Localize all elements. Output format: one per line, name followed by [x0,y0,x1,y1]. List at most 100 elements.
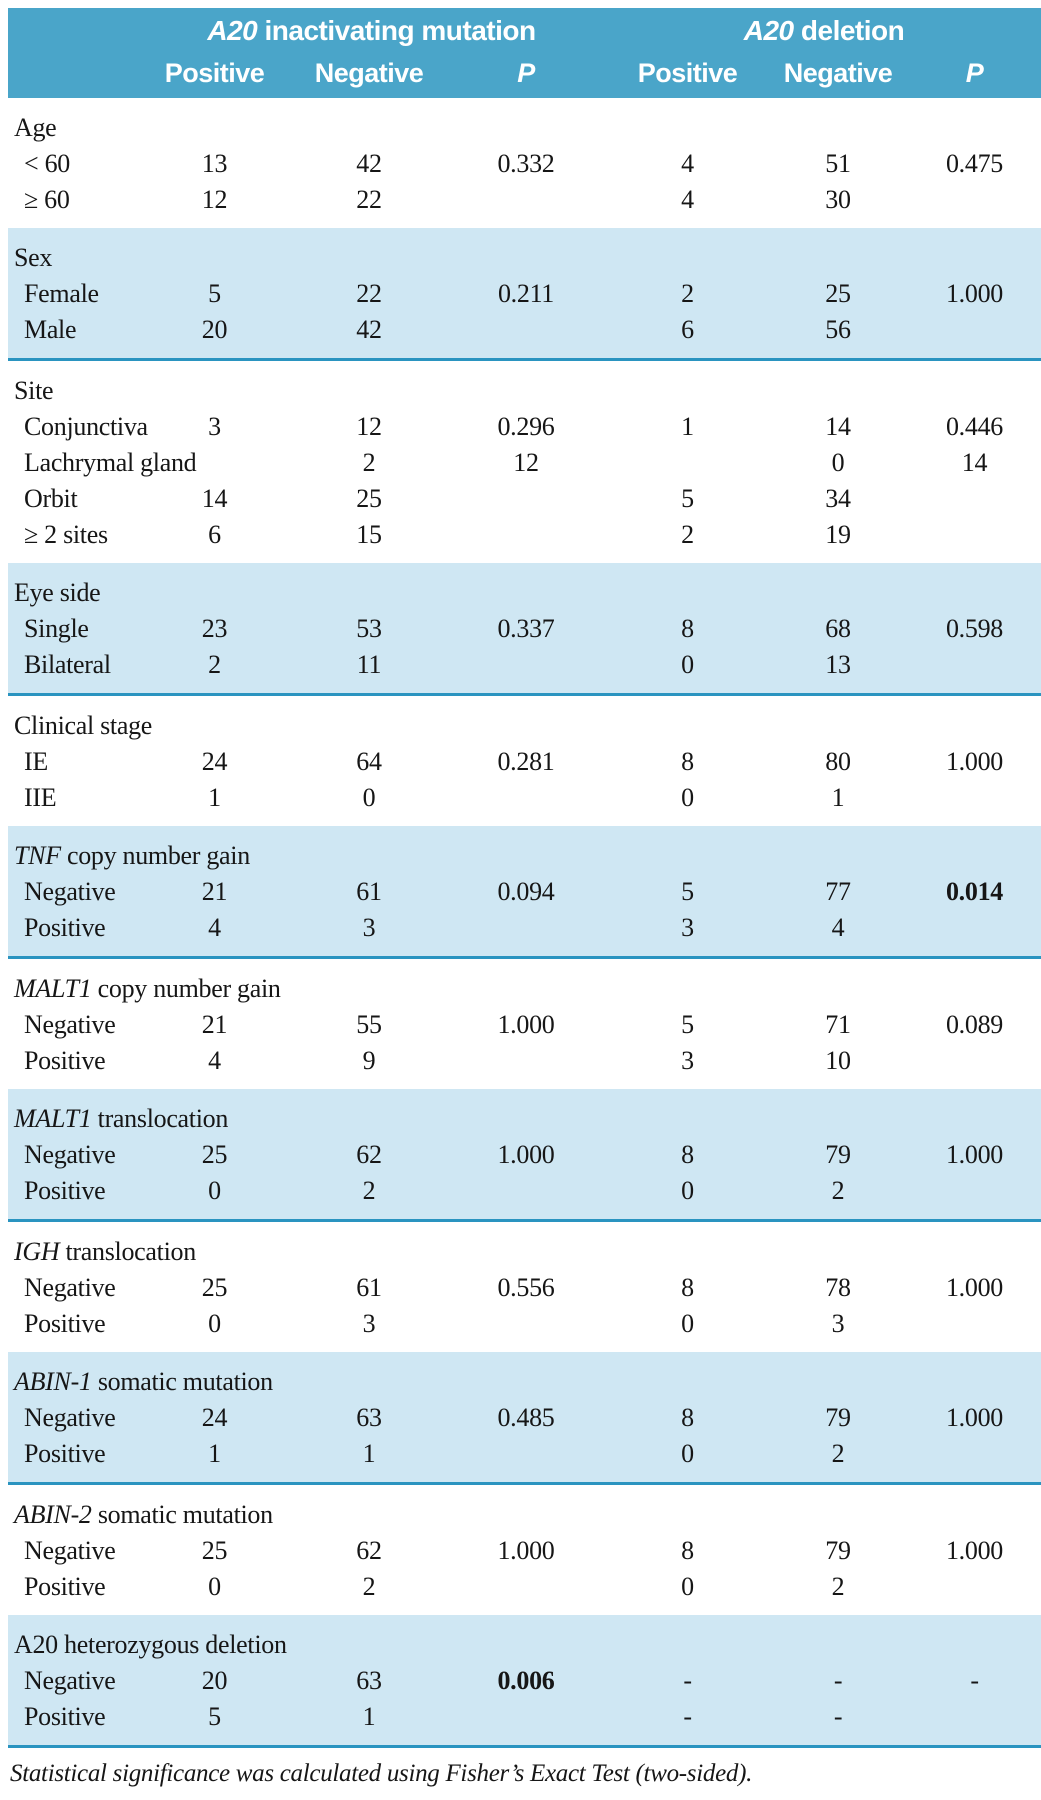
cell-positive-mutation: 0 [208,1572,221,1601]
cell-positive-deletion: - [683,1702,692,1731]
section-label-text: copy number gain [60,841,250,870]
cell-negative-deletion: 13 [825,650,851,679]
cell-positive-mutation: 1 [208,1439,221,1468]
section-label-text: somatic mutation [91,1500,273,1529]
table-row-negative: Negative 24 63 0.485 8 79 1.000 [8,1400,1041,1436]
section-label-row: Site [8,373,1041,409]
cell-p-deletion: 1.000 [945,1273,1003,1302]
table-row-2-sites: ≥ 2 sites 6 15 2 19 [8,517,1041,553]
cell-negative-mutation: 61 [356,877,382,906]
table-row-lachrymal-gland: Lachrymal gland 2 12 0 14 [8,445,1041,481]
section-label: MALT1 translocation [8,1104,228,1134]
cell-positive-mutation: 21 [201,1010,228,1039]
row-label: Positive [24,1309,106,1338]
cell-p-deletion: 0.475 [945,149,1003,178]
column-group-a20-deletion: A20 deletion [607,15,1041,47]
section-label-text: copy number gain [91,974,281,1003]
cell-negative-mutation: 2 [362,1176,376,1205]
cell-positive-mutation: 3 [208,412,221,441]
cell-negative-deletion: 2 [831,1176,845,1205]
section-clinical-stage: Clinical stage IE 24 64 0.281 8 80 1.000 IIE 1 0 0 1 [8,696,1041,826]
cell-negative-mutation: 62 [356,1140,382,1169]
cell-negative-mutation: 12 [356,412,382,441]
cell-negative-mutation: 61 [356,1273,382,1302]
cell-negative-deletion: 19 [825,520,851,549]
table-row-positive: Positive 0 3 0 3 [8,1306,1041,1342]
cell-negative-deletion: 34 [825,484,851,513]
cell-negative-mutation: 22 [356,185,382,214]
cell-negative-mutation: 2 [362,448,376,477]
section-label-text: A20 heterozygous deletion [14,1630,287,1659]
cell-negative-deletion: 0 [831,448,845,477]
row-label: Negative [24,1666,116,1695]
gene-name: ABIN-2 [14,1500,92,1529]
column-header-negative-mutation: Negative [314,57,424,88]
section-age: Age < 60 13 42 0.332 4 51 0.475 ≥ 60 12 22 4 30 [8,98,1041,228]
table-row-conjunctiva: Conjunctiva 3 12 0.296 1 14 0.446 [8,409,1041,445]
cell-positive-deletion: 0 [681,1439,694,1468]
cell-negative-mutation: 62 [356,1536,382,1565]
cell-positive-deletion: 0 [681,1176,694,1205]
section-label: A20 heterozygous deletion [8,1630,287,1660]
section-label-row: MALT1 copy number gain [8,971,1041,1007]
cell-positive-deletion: 0 [681,650,694,679]
section-label: Site [8,376,54,406]
cell-negative-mutation: 9 [362,1046,376,1075]
cell-positive-mutation: 12 [201,185,228,214]
cell-negative-mutation: 55 [356,1010,382,1039]
section-malt1-copy-number-gain: MALT1 copy number gain Negative 21 55 1.000 5… [8,959,1041,1089]
cell-negative-deletion: - [833,1666,843,1695]
row-label: Negative [24,1010,116,1039]
section-label-row: ABIN-2 somatic mutation [8,1497,1041,1533]
section-label-text: Clinical stage [14,711,153,740]
table-row-positive: Positive 0 2 0 2 [8,1569,1041,1605]
cell-positive-deletion: 8 [681,1536,694,1565]
cell-negative-deletion: 4 [831,913,845,942]
row-label: Bilateral [24,650,111,679]
cell-p-deletion: 1.000 [945,279,1003,308]
section-label-row: MALT1 translocation [8,1101,1041,1137]
cell-p-deletion: 0.014 [945,877,1003,906]
cell-negative-mutation: 22 [356,279,382,308]
cell-p-mutation: 0.332 [497,149,555,178]
cell-negative-mutation: 42 [356,315,382,344]
cell-p-mutation: 12 [513,448,539,477]
cell-negative-deletion: 30 [825,185,851,214]
cell-positive-mutation: 14 [201,484,228,513]
row-label: IE [24,747,48,776]
section-label-row: Age [8,110,1041,146]
cell-p-deletion: 1.000 [945,1403,1003,1432]
row-label: Single [24,614,89,643]
cell-negative-deletion: 71 [825,1010,851,1039]
cell-negative-mutation: 64 [356,747,382,776]
table-row-negative: Negative 21 55 1.000 5 71 0.089 [8,1007,1041,1043]
cell-p-mutation: 0.337 [497,614,555,643]
section-label-text: Eye side [14,578,101,607]
cell-p-mutation: 1.000 [497,1536,555,1565]
cell-positive-mutation: 24 [201,1403,228,1432]
gene-name: TNF [14,841,61,870]
cell-negative-mutation: 1 [362,1702,376,1731]
table-row-positive: Positive 5 1 - - [8,1699,1041,1735]
cell-negative-deletion: 1 [831,783,845,812]
cell-p-mutation: 0.281 [497,747,555,776]
cell-positive-deletion: 0 [681,1309,694,1338]
cell-negative-mutation: 63 [356,1666,382,1695]
section-label-text: translocation [59,1237,197,1266]
cell-positive-mutation: 25 [201,1536,228,1565]
section-label: Age [8,113,57,143]
row-label: Negative [24,877,116,906]
cell-negative-mutation: 2 [362,1572,376,1601]
cell-positive-deletion: 8 [681,1403,694,1432]
table-row-negative: Negative 21 61 0.094 5 77 0.014 [8,874,1041,910]
cell-p-mutation: 0.485 [497,1403,555,1432]
cell-negative-deletion: 78 [825,1273,851,1302]
cell-negative-deletion: 79 [825,1140,851,1169]
row-label: Positive [24,1702,106,1731]
cell-p-deletion: 1.000 [945,1536,1003,1565]
cell-positive-deletion: 4 [681,185,694,214]
section-label-row: Sex [8,240,1041,276]
cell-negative-deletion: 2 [831,1439,845,1468]
table-footnote: Statistical significance was calculated … [10,1760,753,1787]
cell-positive-deletion: 3 [681,1046,694,1075]
